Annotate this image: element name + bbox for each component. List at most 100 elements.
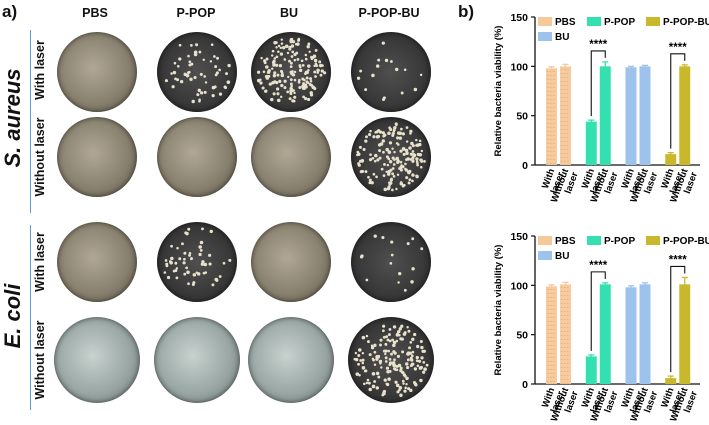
colony [372, 172, 376, 176]
colony [381, 41, 385, 45]
colony [420, 247, 424, 251]
colony [182, 261, 186, 265]
bar [546, 68, 557, 165]
colony [388, 181, 391, 185]
petri-dish [348, 317, 434, 403]
colony [290, 70, 294, 73]
colony [189, 77, 193, 82]
petri-dish [157, 32, 237, 112]
colony [357, 362, 360, 366]
colony [392, 340, 397, 345]
colony [276, 98, 281, 103]
colony [411, 173, 415, 177]
colony [215, 71, 219, 75]
colony [400, 324, 404, 328]
colony [361, 351, 365, 355]
colony [409, 341, 413, 344]
colony [197, 88, 201, 93]
colony [379, 338, 383, 342]
legend-swatch [587, 17, 601, 26]
colony [392, 350, 396, 354]
colony [384, 58, 389, 63]
petri-dish [157, 117, 237, 197]
colony [387, 150, 391, 154]
colony [214, 65, 218, 69]
colony [370, 181, 374, 185]
colony [318, 60, 322, 64]
colony [411, 144, 415, 148]
colony [323, 71, 327, 75]
colony [164, 79, 168, 83]
colony [298, 68, 303, 73]
colony [414, 383, 418, 387]
colony [286, 51, 290, 55]
colony [418, 152, 423, 157]
colony [391, 147, 394, 150]
colony [359, 69, 363, 73]
petri-dish [351, 222, 431, 302]
colony [289, 89, 293, 93]
colony [218, 275, 222, 278]
column-header-p-pop-bu: P-POP-BU [358, 6, 420, 20]
colony [198, 50, 202, 54]
colony [398, 327, 402, 331]
colony [411, 159, 415, 163]
colony [402, 382, 405, 385]
colony [405, 151, 409, 155]
colony [409, 364, 413, 368]
colony [368, 158, 373, 162]
legend-label: P-POP-BU [663, 236, 709, 247]
y-tick-label: 150 [510, 12, 528, 24]
colony [396, 354, 400, 358]
colony [373, 234, 377, 238]
colony [413, 87, 418, 92]
y-axis-label: Relative bacteria viability (%) [493, 26, 504, 157]
colony [293, 91, 296, 95]
y-tick-label: 150 [510, 231, 528, 243]
colony [306, 45, 310, 49]
colony [172, 269, 176, 273]
colony [405, 376, 409, 381]
colony [163, 271, 167, 274]
colony [291, 73, 296, 77]
significance-bracket [670, 53, 686, 149]
colony [419, 339, 423, 344]
colony [225, 72, 228, 76]
colony [375, 386, 379, 390]
colony [384, 349, 388, 353]
colony [209, 229, 213, 234]
y-tick-label: 0 [522, 160, 528, 172]
colony [319, 73, 323, 77]
colony [418, 139, 422, 143]
colony [200, 91, 204, 95]
colony [408, 346, 411, 350]
colony [384, 360, 388, 363]
colony [412, 153, 416, 156]
colony [218, 68, 221, 72]
colony [413, 332, 417, 337]
colony [396, 159, 400, 163]
colony [358, 374, 361, 377]
colony [410, 280, 414, 284]
colony [170, 244, 173, 248]
colony [373, 380, 377, 383]
colony [188, 252, 192, 255]
colony [405, 362, 409, 366]
colony [275, 87, 280, 91]
colony [308, 50, 311, 54]
colony [284, 44, 289, 49]
colony [196, 93, 200, 97]
colony [291, 99, 295, 103]
colony [394, 67, 399, 72]
colony [305, 70, 309, 75]
colony [186, 270, 190, 275]
colony [298, 86, 302, 89]
colony [372, 135, 376, 139]
colony [391, 362, 396, 366]
bar [599, 66, 611, 165]
colony [388, 327, 392, 331]
colony [388, 159, 393, 164]
bar [625, 287, 637, 384]
petri-dish [251, 117, 331, 197]
colony [199, 248, 203, 252]
